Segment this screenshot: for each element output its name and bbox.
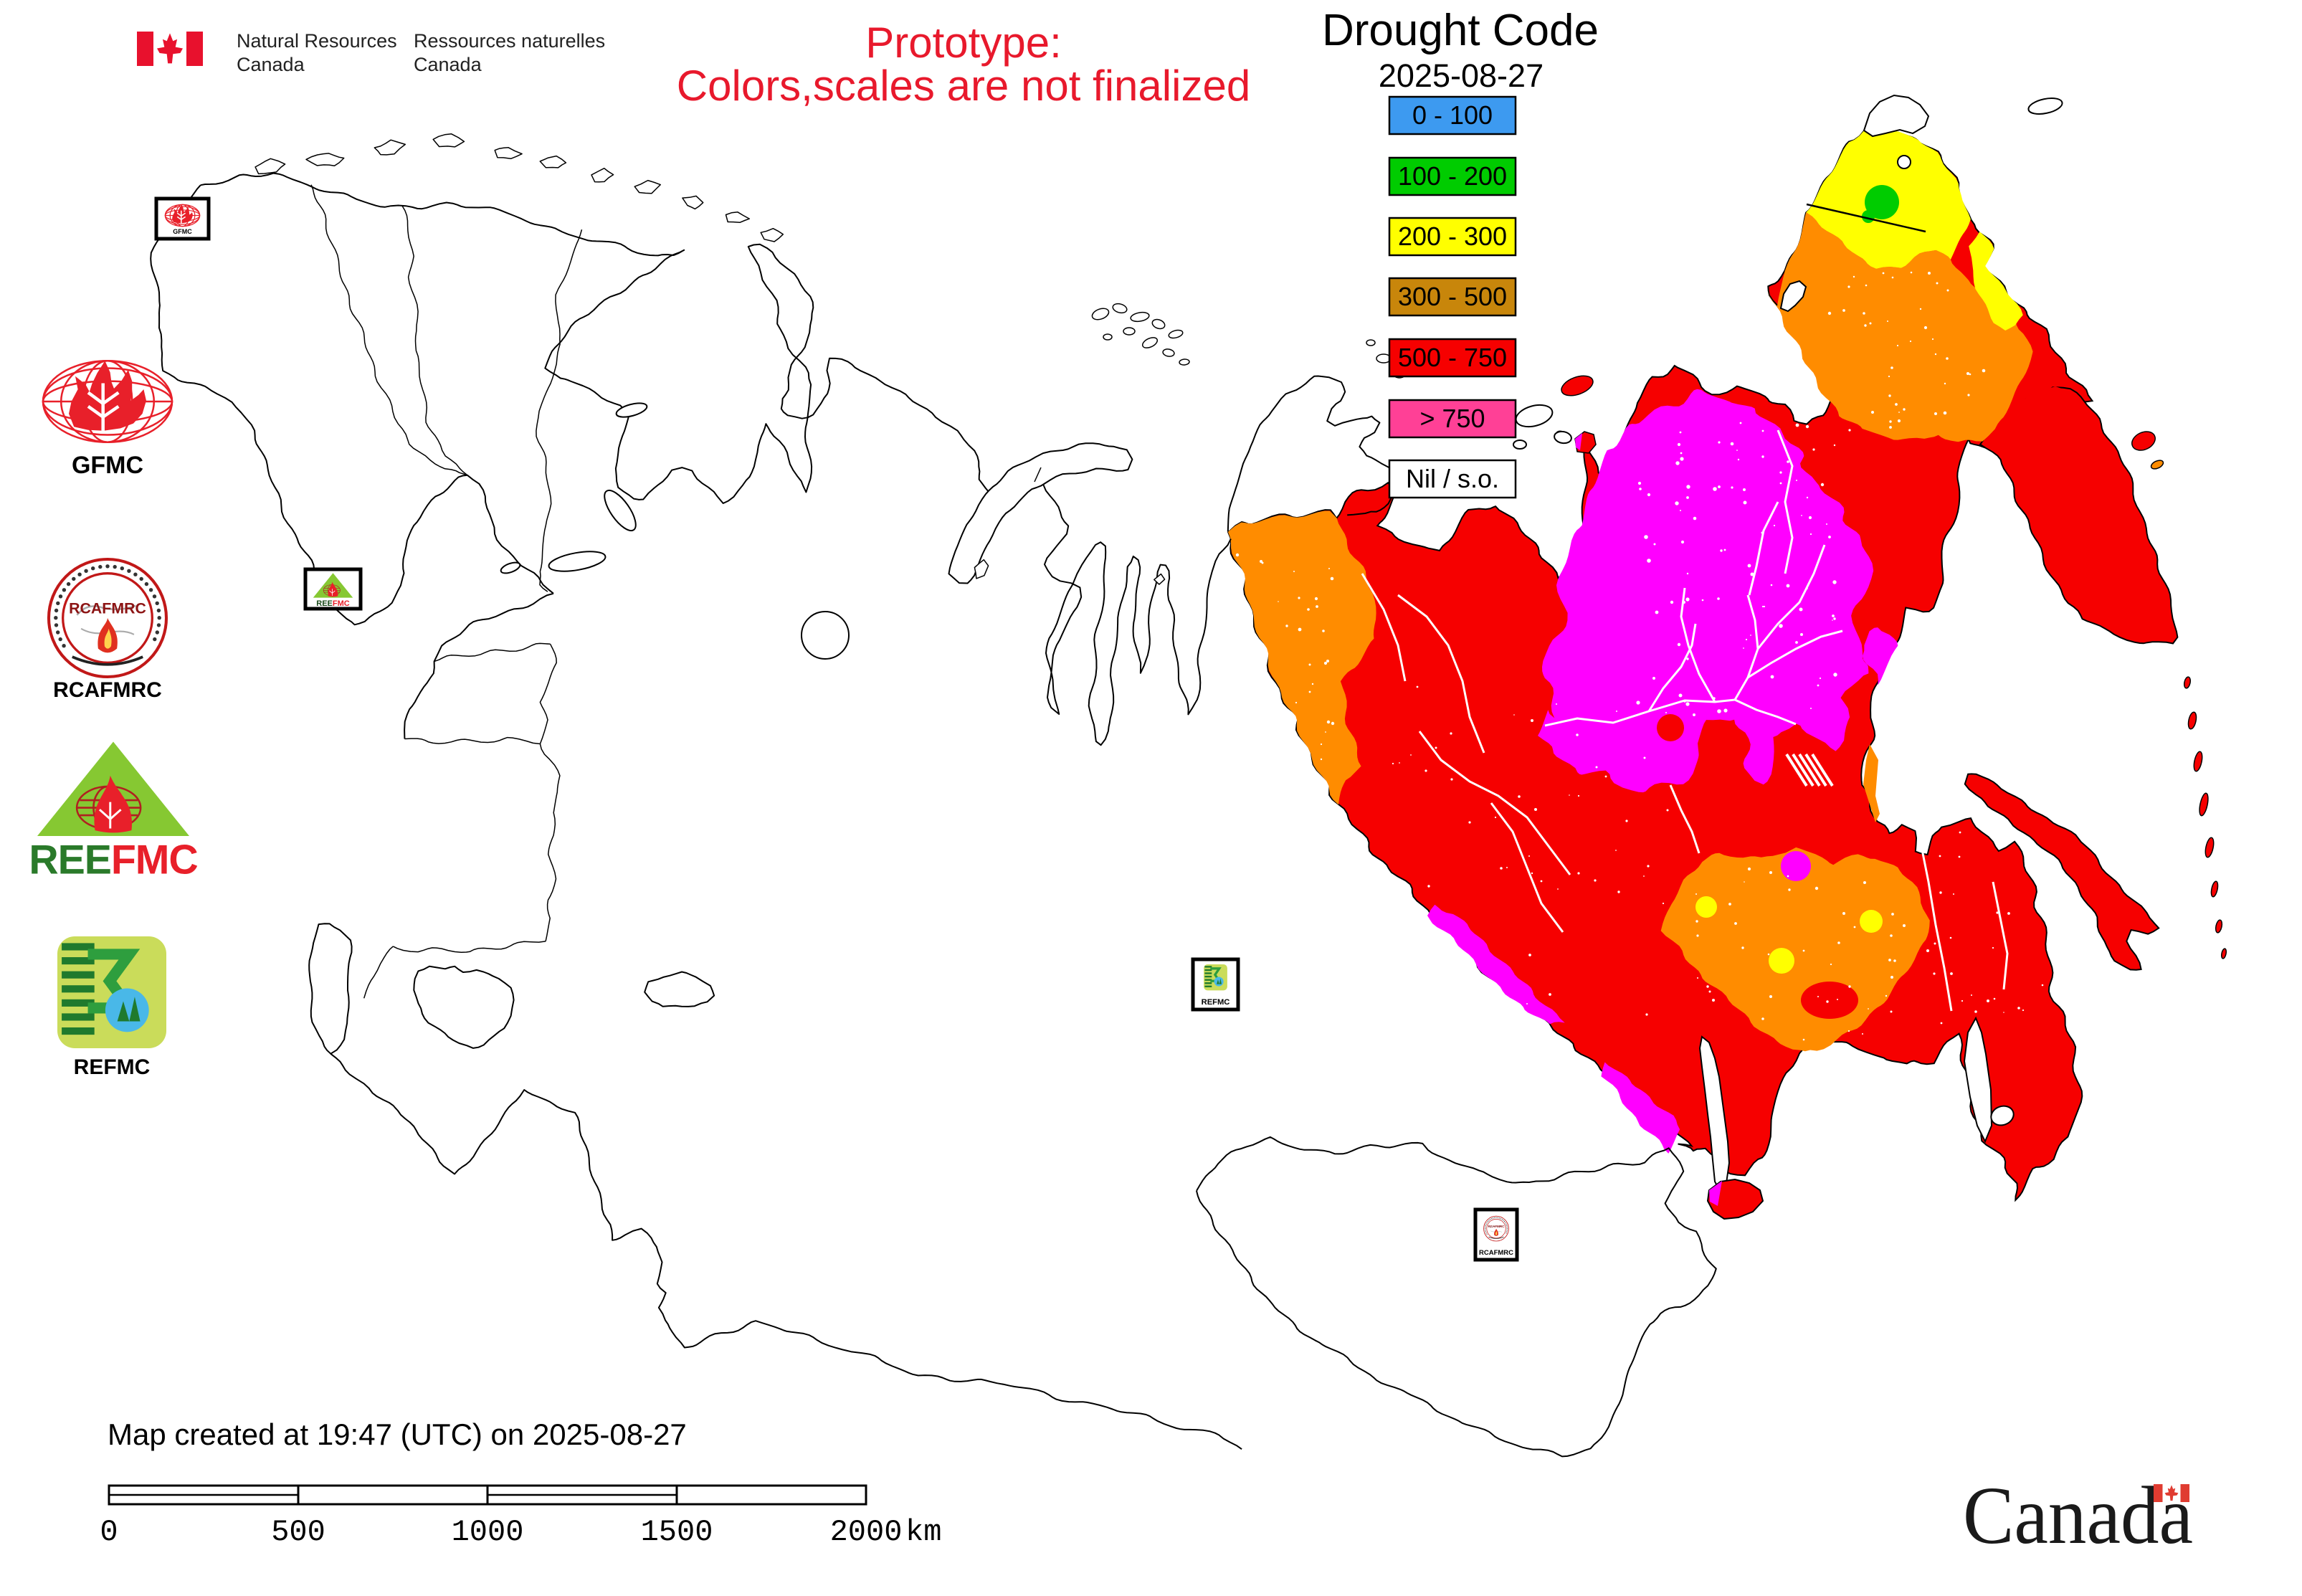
svg-text:RCAFMRC: RCAFMRC [1479, 1249, 1513, 1257]
svg-text:Prototype:: Prototype: [865, 19, 1062, 67]
svg-text:300 - 500: 300 - 500 [1398, 282, 1507, 311]
svg-text:GFMC: GFMC [173, 228, 192, 235]
svg-text:2000: 2000 [830, 1515, 903, 1549]
svg-text:REFMC: REFMC [74, 1055, 151, 1079]
svg-text:km: km [905, 1515, 941, 1549]
svg-text:Natural Resources: Natural Resources [237, 30, 397, 52]
svg-text:100 - 200: 100 - 200 [1398, 161, 1507, 191]
svg-text:0 - 100: 0 - 100 [1412, 100, 1493, 130]
svg-text:0: 0 [100, 1515, 118, 1549]
svg-text:REEFMC: REEFMC [29, 837, 197, 883]
svg-text:500: 500 [271, 1515, 325, 1549]
svg-text:Canada: Canada [1963, 1470, 2193, 1561]
svg-text:Drought Code: Drought Code [1322, 6, 1599, 55]
svg-text:GFMC: GFMC [72, 452, 143, 479]
svg-text:200 - 300: 200 - 300 [1398, 222, 1507, 251]
svg-text:Canada: Canada [414, 54, 482, 75]
svg-text:Canada: Canada [237, 54, 305, 75]
svg-text:1000: 1000 [452, 1515, 524, 1549]
svg-text:RCAFMRC: RCAFMRC [69, 599, 146, 617]
svg-text:Nil / s.o.: Nil / s.o. [1406, 464, 1499, 493]
svg-text:RCAFMRC: RCAFMRC [53, 678, 162, 702]
svg-text:REEFMC: REEFMC [316, 599, 350, 608]
svg-text:1500: 1500 [641, 1515, 713, 1549]
svg-text:REFMC: REFMC [1202, 998, 1230, 1007]
svg-text:2025-08-27: 2025-08-27 [1379, 57, 1544, 94]
svg-text:Colors,scales are not finalize: Colors,scales are not finalized [677, 62, 1250, 110]
svg-text:500 - 750: 500 - 750 [1398, 343, 1507, 372]
svg-text:Ressources naturelles: Ressources naturelles [414, 30, 605, 52]
svg-text:> 750: > 750 [1419, 404, 1485, 433]
svg-text:RCAFMRC: RCAFMRC [1488, 1225, 1506, 1228]
svg-text:Map created at 19:47 (UTC) on: Map created at 19:47 (UTC) on 2025-08-27 [108, 1417, 687, 1451]
